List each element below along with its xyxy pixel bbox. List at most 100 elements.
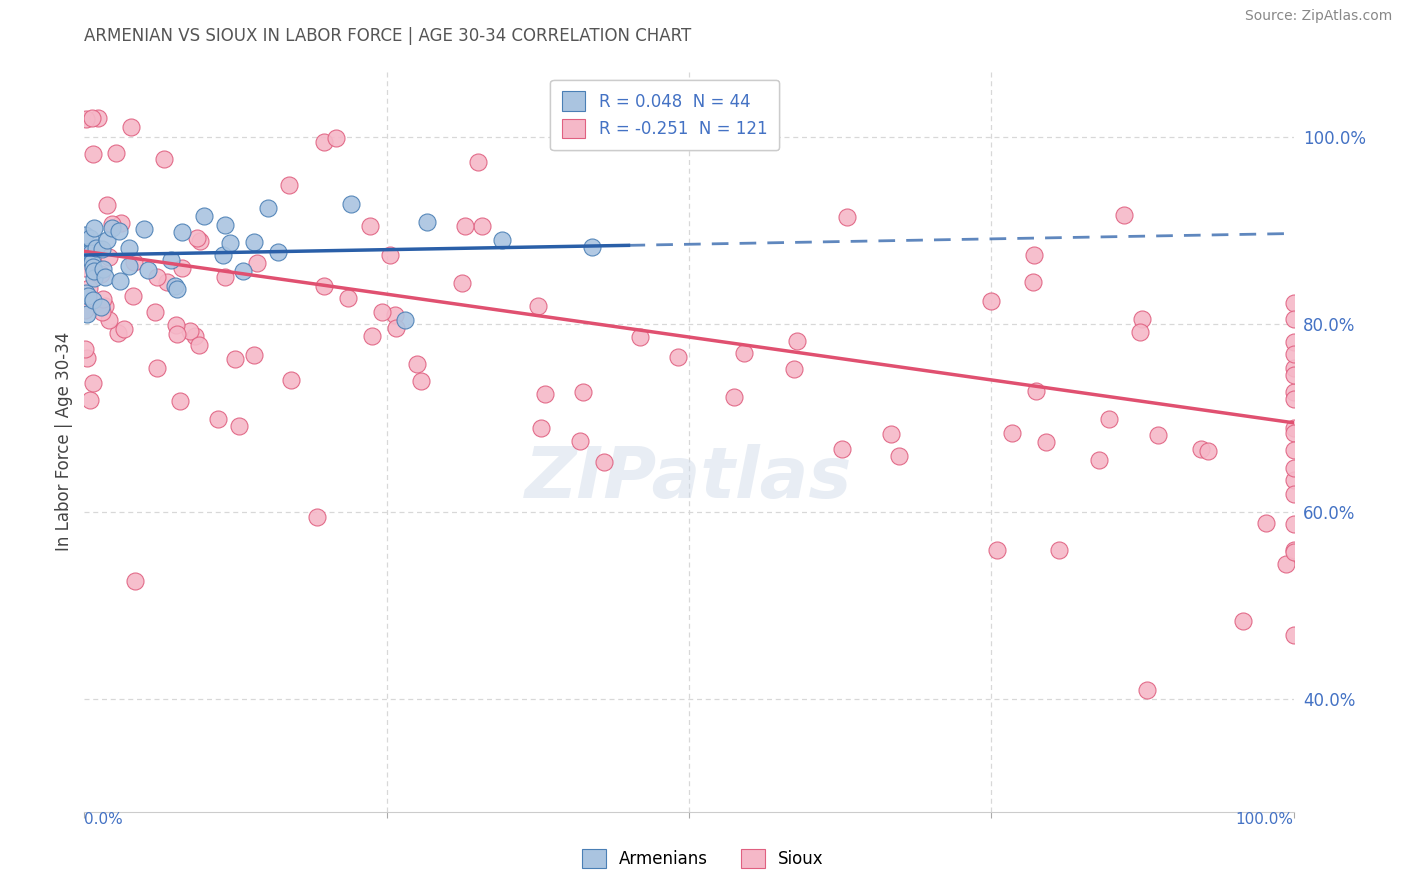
Point: [179, 324, 201, 338]
Point: [82, 260, 104, 274]
Point: [491, 233, 513, 247]
Point: [91, 305, 114, 319]
Point: [1197, 444, 1219, 458]
Point: [1282, 346, 1305, 360]
Point: [186, 231, 208, 245]
Point: [94, 299, 117, 313]
Point: [1135, 682, 1157, 697]
Point: [337, 291, 360, 305]
Point: [188, 234, 211, 248]
Point: [184, 328, 207, 343]
Point: [1088, 452, 1111, 467]
Point: [1282, 487, 1305, 501]
Point: [153, 152, 176, 166]
Point: [207, 412, 229, 426]
Point: [1282, 543, 1305, 558]
Point: [165, 279, 187, 293]
Point: [146, 270, 169, 285]
Point: [112, 322, 135, 336]
Point: [471, 219, 494, 234]
Point: [90, 301, 112, 315]
Point: [1282, 425, 1305, 440]
Point: [1114, 208, 1136, 222]
Point: [98, 250, 121, 264]
Point: [1001, 425, 1024, 440]
Point: [75, 228, 97, 243]
Point: [628, 330, 651, 344]
Point: [83, 271, 105, 285]
Point: [75, 285, 97, 300]
Point: [450, 276, 472, 290]
Point: [76, 245, 98, 260]
Point: [169, 393, 191, 408]
Point: [980, 294, 1002, 309]
Point: [100, 217, 122, 231]
Point: [83, 264, 105, 278]
Point: [79, 393, 101, 408]
Point: [1282, 443, 1305, 458]
Point: [1129, 325, 1152, 339]
Point: [108, 224, 131, 238]
Point: [1282, 420, 1305, 434]
Point: [107, 326, 129, 340]
Point: [122, 254, 145, 268]
Point: [572, 385, 595, 400]
Point: [79, 230, 101, 244]
Point: [91, 261, 114, 276]
Point: [1282, 312, 1305, 326]
Legend: Armenians, Sioux: Armenians, Sioux: [575, 842, 831, 875]
Point: [267, 245, 290, 260]
Point: [193, 209, 215, 223]
Point: [1191, 442, 1213, 456]
Point: [831, 442, 853, 456]
Point: [90, 268, 112, 282]
Point: [156, 275, 179, 289]
Point: [257, 201, 280, 215]
Point: [454, 219, 477, 233]
Point: [723, 390, 745, 404]
Point: [188, 337, 211, 351]
Point: [243, 235, 266, 249]
Point: [94, 269, 117, 284]
Point: [529, 421, 551, 435]
Point: [110, 274, 132, 288]
Point: [360, 328, 382, 343]
Point: [228, 419, 250, 434]
Point: [1275, 558, 1298, 572]
Point: [1146, 428, 1168, 442]
Point: [666, 350, 689, 364]
Point: [132, 222, 155, 236]
Point: [243, 347, 266, 361]
Point: [1282, 628, 1305, 642]
Point: [91, 293, 114, 307]
Point: [534, 386, 557, 401]
Point: [90, 242, 112, 256]
Point: [1035, 435, 1057, 450]
Point: [1254, 516, 1277, 530]
Point: [75, 112, 97, 126]
Point: [117, 259, 139, 273]
Point: [325, 131, 347, 145]
Point: [97, 313, 120, 327]
Point: [87, 112, 110, 126]
Point: [118, 240, 141, 254]
Point: [405, 357, 427, 371]
Point: [1232, 615, 1254, 629]
Point: [592, 454, 614, 468]
Point: [80, 112, 103, 126]
Point: [1282, 392, 1305, 406]
Point: [384, 321, 406, 335]
Point: [384, 309, 406, 323]
Text: ZIPatlas: ZIPatlas: [526, 444, 852, 513]
Point: [82, 147, 104, 161]
Point: [214, 270, 236, 285]
Point: [394, 312, 416, 326]
Point: [165, 318, 187, 332]
Point: [136, 262, 159, 277]
Point: [124, 574, 146, 588]
Point: [887, 449, 910, 463]
Point: [96, 198, 118, 212]
Text: 100.0%: 100.0%: [1236, 812, 1294, 827]
Point: [1022, 275, 1045, 289]
Point: [170, 261, 193, 276]
